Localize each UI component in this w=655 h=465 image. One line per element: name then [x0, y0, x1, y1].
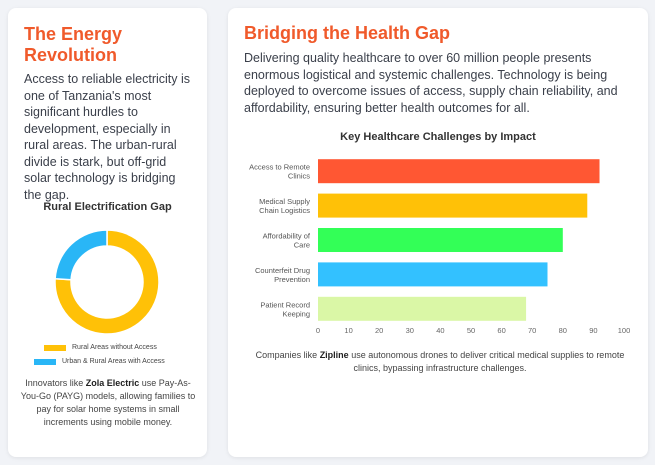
bar-category-label-3: Counterfeit Drug Prevention [255, 266, 310, 284]
legend-item-rural[interactable]: Rural Areas without Access [44, 344, 157, 351]
x-tick-label-1: 10 [344, 326, 352, 335]
bar-category-label-0: Access to Remote Clinics [249, 163, 310, 181]
health-footnote-post: use autonomous drones to deliver critica… [348, 350, 625, 373]
legend-item-urban[interactable]: Urban & Rural Areas with Access [34, 358, 165, 365]
bar-category-label-2: Affordability of Care [263, 232, 311, 250]
bar-category-label-4: Patient Record Keeping [260, 300, 310, 318]
energy-footnote-pre: Innovators like [25, 378, 86, 388]
bar-4[interactable] [318, 296, 527, 321]
legend-label-urban: Urban & Rural Areas with Access [62, 358, 165, 365]
x-tick-label-9: 90 [589, 326, 597, 335]
donut-chart-title: Rural Electrification Gap [43, 201, 172, 213]
health-card: Bridging the Health Gap Delivering quali… [228, 8, 648, 457]
bar-0[interactable] [318, 159, 600, 184]
energy-footnote-company: Zola Electric [85, 378, 140, 388]
energy-intro: Access to reliable electricity is one of… [24, 72, 191, 202]
x-tick-label-6: 60 [497, 326, 505, 335]
legend-label-rural: Rural Areas without Access [72, 344, 157, 351]
x-tick-label-8: 80 [559, 326, 567, 335]
health-footnote-pre: Companies like [255, 350, 320, 360]
health-intro: Delivering quality healthcare to over 60… [244, 51, 618, 115]
x-tick-label-4: 40 [436, 326, 444, 335]
energy-footnote: Innovators like Zola Electric use Pay-As… [20, 377, 196, 429]
bar-2[interactable] [318, 228, 563, 252]
health-title: Bridging the Health Gap [244, 23, 451, 43]
bar-chart-title: Key Healthcare Challenges by Impact [340, 131, 536, 143]
x-tick-label-7: 70 [528, 326, 536, 335]
energy-card: The Energy Revolution Access to reliable… [8, 8, 207, 457]
x-tick-label-0: 0 [316, 326, 320, 335]
donut-chart [54, 229, 160, 335]
health-footnote: Companies like Zipline use autonomous dr… [244, 349, 636, 375]
bar-3[interactable] [318, 262, 548, 287]
bar-1[interactable] [318, 193, 588, 218]
energy-title: The Energy Revolution [24, 24, 123, 65]
bar-chart: Access to Remote Clinics Medical Supply Cha… [249, 159, 631, 335]
legend-swatch-rural [44, 344, 66, 351]
donut-slice-0[interactable] [54, 229, 160, 335]
x-tick-label-5: 50 [467, 326, 475, 335]
donut-slice-1[interactable] [54, 229, 108, 281]
energy-footnote-post: use Pay-As-You-Go (PAYG) models, allowin… [20, 378, 196, 427]
x-tick-label-10: 100 [618, 326, 631, 335]
x-tick-label-2: 20 [375, 326, 383, 335]
bar-category-label-1: Medical Supply Chain Logistics [259, 197, 310, 215]
x-tick-label-3: 30 [406, 326, 414, 335]
health-footnote-company: Zipline [319, 350, 349, 360]
legend-swatch-urban [34, 358, 56, 365]
